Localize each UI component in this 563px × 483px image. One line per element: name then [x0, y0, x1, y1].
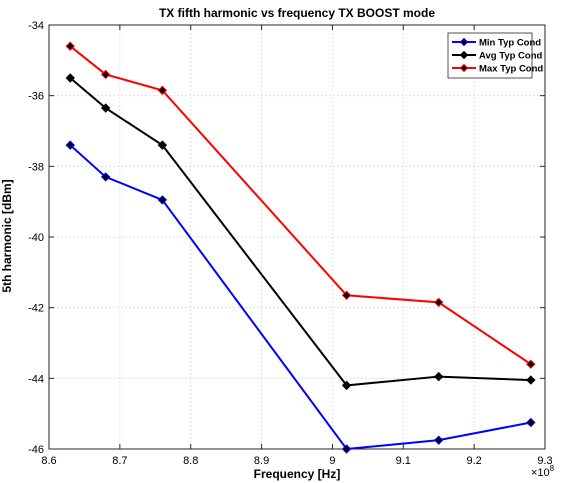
axis-ticks: 8.6 8.7 8.8 8.9 9 9.1 9.2 9.3 -34 -36 -38 -40 -42 -44… — [28, 20, 553, 467]
x-tick-label: 9 — [329, 455, 335, 467]
y-tick-label: -46 — [28, 444, 44, 456]
legend-label-max-typ-cond: Max Typ Cond — [479, 64, 543, 75]
y-tick-label: -38 — [28, 161, 44, 173]
series-avg-typ-cond — [65, 73, 536, 391]
y-tick-label: -36 — [28, 91, 44, 103]
data-point-max-typ-cond — [341, 290, 352, 301]
legend-entry-max-typ-cond: Max Typ Cond — [452, 64, 543, 75]
x-tick-label: 9.1 — [396, 455, 411, 467]
data-point-avg-typ-cond — [100, 103, 111, 113]
grid — [48, 24, 546, 450]
y-axis-label: 5th harmonic [dBm] — [0, 179, 14, 292]
legend-marker-avg-typ-cond — [459, 50, 469, 60]
data-point-min-typ-cond — [65, 140, 75, 150]
legend-entry-min-typ-cond: Min Typ Cond — [452, 38, 541, 49]
data-point-min-typ-cond — [434, 435, 444, 445]
series-layer — [65, 41, 536, 454]
data-point-max-typ-cond — [65, 41, 75, 51]
x-axis-label: Frequency [Hz] — [254, 467, 341, 481]
y-tick-label: -42 — [28, 303, 44, 315]
data-point-avg-typ-cond — [434, 371, 444, 382]
data-point-max-typ-cond — [157, 85, 168, 96]
data-point-avg-typ-cond — [157, 140, 168, 150]
x-tick-label: 9.2 — [466, 455, 481, 467]
y-tick-label: -44 — [28, 373, 44, 385]
y-tick-label: -40 — [28, 232, 44, 244]
data-point-min-typ-cond — [341, 444, 352, 454]
legend: Min Typ Cond Avg Typ Cond Max Typ Cond — [447, 32, 543, 79]
x-tick-label: 9.3 — [537, 455, 552, 467]
legend-marker-max-typ-cond — [459, 63, 469, 73]
x-tick-label: 8.7 — [112, 455, 127, 467]
x-tick-label: 8.8 — [183, 455, 198, 467]
data-point-max-typ-cond — [434, 297, 444, 308]
series-max-typ-cond — [65, 41, 536, 369]
data-point-min-typ-cond — [526, 417, 536, 428]
series-line-avg-typ-cond — [69, 77, 531, 387]
data-point-avg-typ-cond — [526, 375, 536, 385]
data-point-min-typ-cond — [157, 195, 168, 205]
series-line-min-typ-cond — [69, 144, 532, 451]
x-tick-label: 8.6 — [41, 455, 56, 467]
legend-label-min-typ-cond: Min Typ Cond — [479, 38, 541, 49]
legend-label-avg-typ-cond: Avg Typ Cond — [479, 51, 543, 62]
data-point-avg-typ-cond — [341, 380, 352, 391]
data-point-avg-typ-cond — [65, 73, 75, 83]
x-exponent-label: ×108 — [531, 464, 555, 479]
legend-entry-avg-typ-cond: Avg Typ Cond — [452, 51, 543, 62]
chart-title: TX fifth harmonic vs frequency TX BOOST … — [159, 6, 435, 20]
y-tick-label: -34 — [28, 20, 44, 32]
data-point-max-typ-cond — [526, 359, 536, 369]
data-point-max-typ-cond — [100, 69, 111, 80]
legend-marker-min-typ-cond — [459, 37, 469, 47]
x-tick-label: 8.9 — [254, 455, 269, 467]
series-line-max-typ-cond — [69, 45, 532, 366]
series-min-typ-cond — [65, 140, 536, 454]
data-point-min-typ-cond — [100, 172, 111, 182]
